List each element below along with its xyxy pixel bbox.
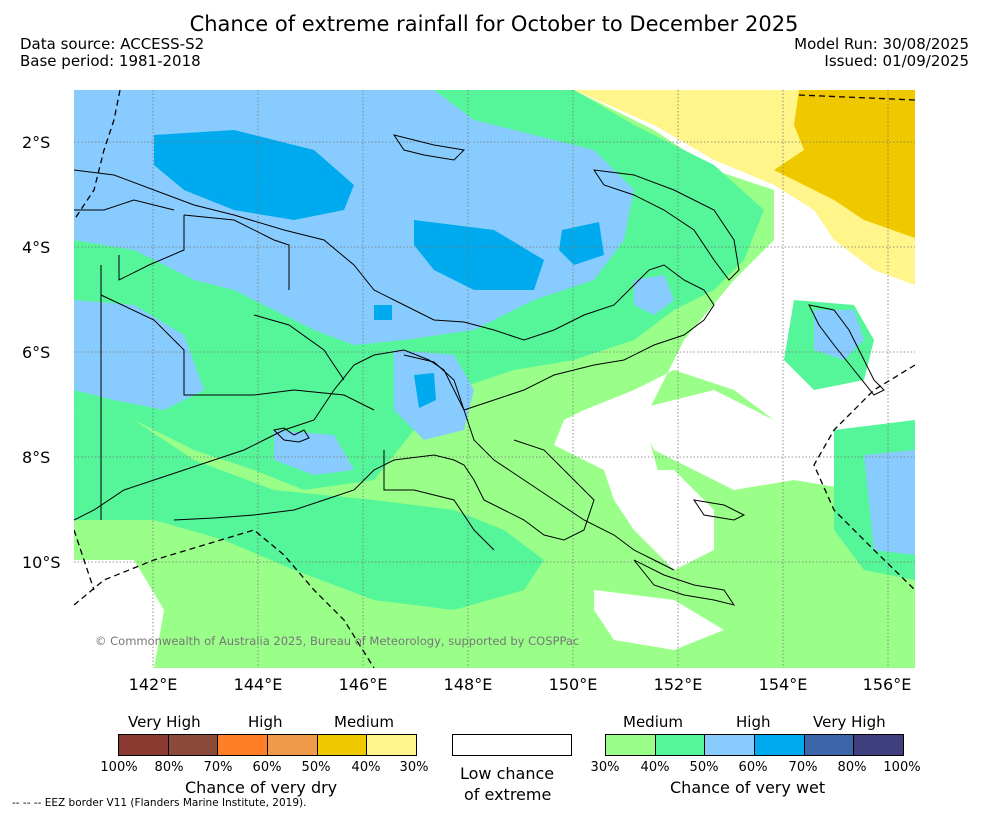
dry-tick: 40% [351, 760, 381, 775]
medium-dry-core [774, 90, 915, 238]
issued-date: Issued: 01/09/2025 [824, 52, 969, 70]
lon-label: 144°E [233, 675, 283, 694]
low-chance-area-solomon-sea [604, 470, 714, 570]
wet-level-very-high: Very High [813, 713, 886, 731]
dry-tick: 50% [301, 760, 331, 775]
map-title: Chance of extreme rainfall for October t… [189, 12, 799, 36]
lat-label: 2°S [22, 133, 51, 152]
dry-swatch [268, 735, 318, 755]
admin-borders [100, 214, 495, 551]
wet-tick: 30% [590, 760, 620, 775]
lat-label: 10°S [22, 553, 61, 572]
very-high-wet-2 [414, 220, 544, 290]
copyright-credit: © Commonwealth of Australia 2025, Bureau… [95, 634, 580, 648]
high-wet-east [864, 450, 915, 555]
wet-swatch [854, 735, 904, 755]
dry-level-very-high: Very High [128, 713, 201, 731]
wet-swatch [755, 735, 805, 755]
wet-tick: 40% [640, 760, 670, 775]
lon-label: 142°E [128, 675, 178, 694]
dry-tick: 60% [252, 760, 282, 775]
wet-swatch [804, 735, 855, 755]
dry-tick: 30% [399, 760, 429, 775]
lon-label: 156°E [862, 675, 912, 694]
wet-swatch [705, 735, 756, 755]
rainfall-map[interactable]: © Commonwealth of Australia 2025, Bureau… [74, 90, 915, 668]
dry-tick: 80% [154, 760, 184, 775]
wet-tick: 50% [689, 760, 719, 775]
very-high-wet-5 [374, 305, 392, 320]
wet-caption: Chance of very wet [670, 778, 826, 797]
coastlines [74, 134, 885, 606]
high-wet-new-britain [634, 275, 674, 315]
model-run: Model Run: 30/08/2025 [794, 35, 969, 53]
lon-label: 148°E [443, 675, 493, 694]
wet-tick: 80% [837, 760, 867, 775]
wet-swatch [655, 735, 706, 755]
dry-swatch [317, 735, 368, 755]
very-high-wet-3 [559, 222, 604, 265]
graticule [74, 90, 915, 668]
eez-border [74, 90, 915, 668]
very-high-wet-1 [154, 130, 354, 220]
data-source: Data source: ACCESS-S2 [20, 35, 205, 53]
dry-swatch [168, 735, 219, 755]
low-chance-swatch [452, 734, 572, 756]
lon-label: 150°E [548, 675, 598, 694]
lat-label: 4°S [22, 238, 51, 257]
dry-colorbar [118, 734, 417, 756]
dry-swatch [218, 735, 269, 755]
base-period: Base period: 1981-2018 [20, 52, 201, 70]
lon-label: 152°E [653, 675, 703, 694]
low-chance-area-sw [74, 560, 164, 668]
dry-swatch [367, 735, 417, 755]
very-high-wet-4 [414, 373, 436, 408]
wet-colorbar [605, 734, 904, 756]
high-wet-west [74, 300, 204, 410]
lat-label: 8°S [22, 448, 51, 467]
teal-wet-south [74, 410, 544, 610]
map-canvas [74, 90, 915, 668]
wet-tick: 70% [788, 760, 818, 775]
lon-label: 154°E [758, 675, 808, 694]
dry-caption: Chance of very dry [185, 778, 338, 797]
wet-swatch [606, 735, 656, 755]
dry-swatch [119, 735, 169, 755]
high-wet-new-ireland [814, 310, 864, 360]
lat-label: 6°S [22, 343, 51, 362]
wet-level-high: High [736, 713, 771, 731]
low-chance-caption-2: of extreme [464, 785, 552, 804]
low-chance-caption-1: Low chance [460, 764, 555, 783]
wet-level-medium: Medium [623, 713, 683, 731]
eez-footnote: -- -- -- EEZ border V11 (Flanders Marine… [12, 797, 307, 809]
dry-tick: 70% [203, 760, 233, 775]
wet-tick: 60% [738, 760, 768, 775]
low-chance-area-south [594, 590, 724, 650]
dry-level-medium: Medium [334, 713, 394, 731]
wet-tick: 100% [883, 760, 921, 775]
lon-label: 146°E [338, 675, 388, 694]
dry-tick: 100% [100, 760, 138, 775]
dry-level-high: High [248, 713, 283, 731]
